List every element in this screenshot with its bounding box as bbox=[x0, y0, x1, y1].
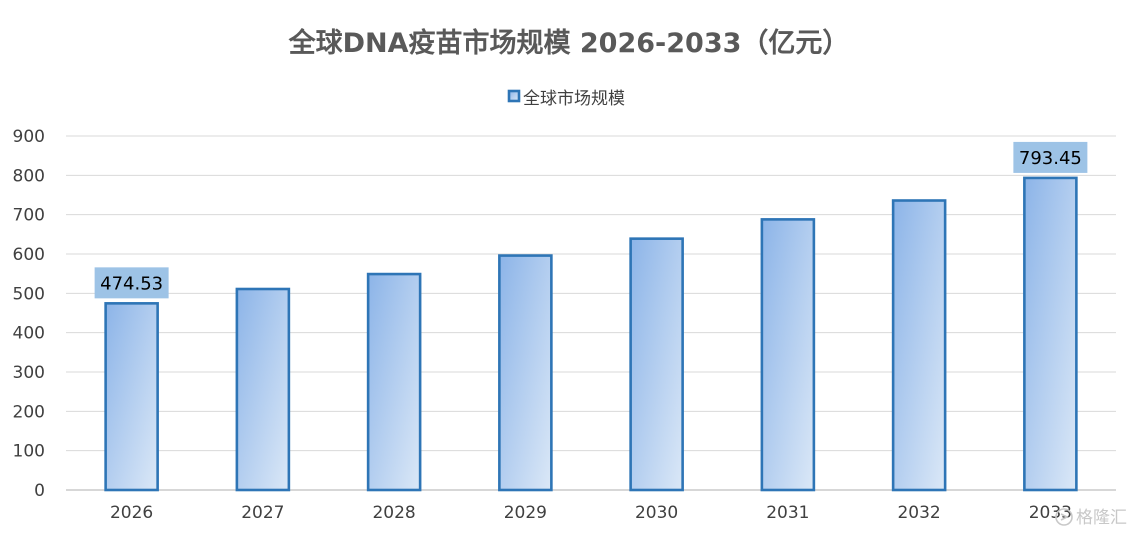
bar-2031 bbox=[760, 218, 816, 492]
data-label-2026: 474.53 bbox=[94, 267, 169, 299]
bars bbox=[104, 176, 1078, 492]
x-tick-label: 2032 bbox=[897, 503, 940, 523]
data-label-2033: 793.45 bbox=[1013, 141, 1088, 173]
y-tick-label: 500 bbox=[13, 284, 45, 304]
bar-2029 bbox=[498, 254, 553, 492]
data-label-box bbox=[1013, 141, 1088, 173]
y-tick-label: 400 bbox=[13, 324, 45, 344]
y-axis-ticks: 0 100 200 300 400 500 600 700 800 900 bbox=[13, 127, 45, 501]
bar-2027 bbox=[235, 287, 291, 492]
data-label-box bbox=[94, 267, 169, 299]
legend: 全球市场规模 bbox=[507, 89, 625, 109]
x-tick-label: 2030 bbox=[635, 503, 678, 523]
watermark: 格隆汇 bbox=[1055, 508, 1127, 528]
x-tick-label: 2031 bbox=[766, 503, 809, 523]
bar-2032 bbox=[891, 199, 947, 492]
y-tick-label: 200 bbox=[13, 402, 45, 422]
y-tick-label: 300 bbox=[13, 363, 45, 383]
watermark-text: 格隆汇 bbox=[1076, 508, 1127, 528]
bar-2028 bbox=[366, 272, 422, 492]
y-tick-label: 100 bbox=[13, 442, 45, 462]
x-tick-label: 2027 bbox=[241, 503, 284, 523]
bar-2030 bbox=[629, 237, 684, 492]
legend-label: 全球市场规模 bbox=[523, 89, 625, 109]
y-tick-label: 900 bbox=[13, 127, 45, 147]
data-labels: 474.53 793.45 bbox=[94, 141, 1088, 299]
x-tick-label: 2026 bbox=[110, 503, 153, 523]
x-tick-label: 2028 bbox=[372, 503, 415, 523]
bar-2026 bbox=[104, 302, 159, 492]
gelonghui-logo-icon bbox=[1055, 508, 1073, 526]
y-tick-label: 800 bbox=[13, 166, 45, 186]
bar-2033 bbox=[1023, 176, 1078, 492]
gridlines bbox=[66, 135, 1116, 491]
legend-swatch bbox=[507, 89, 521, 103]
x-tick-label: 2029 bbox=[504, 503, 547, 523]
y-tick-label: 600 bbox=[13, 245, 45, 265]
x-tick-label: 2033 bbox=[1029, 503, 1072, 523]
y-tick-label: 700 bbox=[13, 206, 45, 226]
chart-title: 全球DNA疫苗市场规模 2026-2033（亿元） bbox=[288, 27, 850, 59]
data-label-text: 474.53 bbox=[100, 273, 163, 294]
y-tick-label: 0 bbox=[34, 481, 45, 501]
data-label-text: 793.45 bbox=[1019, 148, 1082, 169]
x-axis-ticks: 2026 2027 2028 2029 2030 2031 2032 2033 bbox=[110, 503, 1072, 523]
